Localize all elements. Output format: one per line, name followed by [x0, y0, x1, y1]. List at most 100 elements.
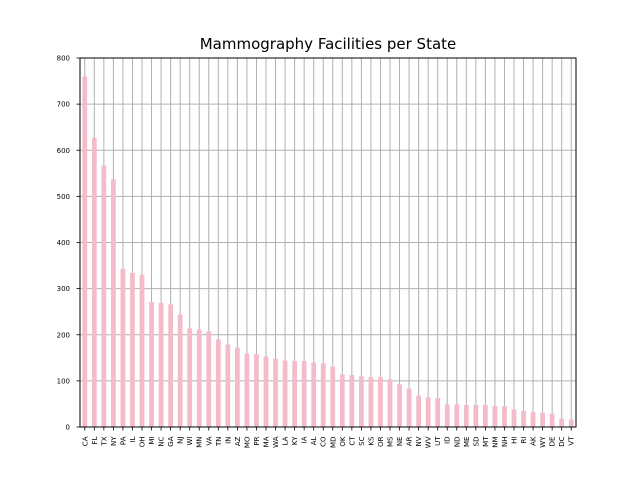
x-tick-label: HI: [511, 437, 519, 444]
x-tick-label: LA: [282, 436, 290, 445]
bar-ne: [397, 384, 402, 427]
ticks-layer: [76, 57, 572, 431]
bar-nm: [492, 405, 498, 427]
bar-nh: [502, 406, 507, 427]
x-tick-label: NV: [415, 436, 423, 446]
bar-tn: [215, 339, 221, 427]
x-tick-label: GA: [167, 436, 175, 446]
x-tick-label: MO: [243, 436, 251, 448]
bar-ny: [111, 179, 116, 427]
bar-ok: [339, 374, 345, 427]
x-tick-label: SD: [472, 437, 480, 447]
bar-vt: [568, 419, 574, 427]
x-tick-label: SC: [358, 436, 366, 445]
bar-ut: [435, 397, 441, 427]
bar-sc: [359, 376, 364, 427]
x-tick-label: MN: [196, 437, 204, 448]
x-tick-label: AL: [310, 436, 318, 445]
x-tick-label: CO: [320, 436, 328, 447]
bar-pa: [120, 268, 126, 427]
y-tick-label: 400: [57, 239, 70, 247]
x-tick-label: RI: [520, 437, 528, 444]
x-tick-label: MS: [387, 436, 395, 447]
x-tick-label: WA: [272, 436, 280, 448]
bar-ak: [530, 412, 536, 427]
bar-nj: [177, 314, 183, 427]
y-tick-label: 0: [66, 424, 70, 432]
grid-layer: [80, 57, 576, 428]
x-tick-label: UT: [434, 436, 442, 446]
x-tick-label: CA: [81, 436, 89, 446]
x-tick-label: WI: [186, 437, 194, 446]
bar-mo: [244, 353, 250, 427]
bar-va: [206, 331, 212, 427]
bar-tx: [101, 165, 107, 427]
x-tick-label: CT: [348, 436, 356, 446]
bar-nd: [454, 404, 460, 427]
bar-la: [282, 360, 288, 427]
x-tick-label: FL: [91, 436, 99, 444]
bar-mt: [483, 404, 488, 427]
x-tick-label: MI: [148, 437, 156, 445]
y-tick-label: 700: [57, 101, 70, 109]
x-tick-label: NC: [158, 436, 166, 446]
x-tick-label: ND: [453, 437, 461, 448]
bar-il: [130, 272, 135, 427]
bar-ky: [292, 361, 297, 427]
bar-wy: [540, 412, 545, 427]
x-tick-label: DC: [558, 436, 566, 446]
x-tick-label: TN: [215, 437, 223, 448]
x-tick-label: PR: [253, 436, 261, 445]
x-tick-label: NH: [501, 437, 509, 448]
x-tick-label: VA: [205, 436, 213, 445]
bar-ga: [168, 304, 173, 427]
bar-wv: [425, 397, 431, 427]
x-tick-label: TX: [100, 436, 108, 446]
y-tick-label: 200: [57, 331, 70, 339]
x-tick-label: NM: [491, 437, 499, 448]
bar-ar: [406, 388, 412, 427]
x-tick-label: ID: [444, 437, 452, 444]
bar-al: [311, 362, 317, 427]
bar-me: [463, 404, 469, 427]
x-tick-label: DE: [549, 437, 557, 447]
bars-layer: [82, 76, 574, 427]
x-tick-label: OH: [139, 437, 147, 448]
x-tick-label: IL: [129, 436, 137, 442]
chart-title: Mammography Facilities per State: [200, 35, 457, 53]
bar-pr: [254, 354, 259, 427]
y-tick-label: 300: [57, 285, 70, 293]
x-tick-label: NY: [110, 436, 118, 446]
x-tick-label: OK: [339, 436, 347, 447]
bar-fl: [91, 137, 97, 427]
x-tick-label: IN: [224, 437, 232, 444]
y-tick-label: 100: [57, 377, 70, 385]
bar-mi: [149, 302, 154, 427]
x-tick-label: IA: [301, 436, 309, 443]
x-tick-label: WY: [539, 436, 547, 448]
bar-ri: [521, 410, 526, 427]
bar-oh: [139, 274, 145, 427]
bar-in: [225, 344, 231, 427]
bar-ms: [387, 379, 393, 427]
bar-sd: [473, 404, 479, 427]
bar-mn: [196, 329, 202, 427]
bar-wi: [187, 328, 193, 427]
bar-id: [444, 404, 450, 427]
y-tick-label: 800: [57, 55, 70, 63]
bar-ct: [349, 374, 355, 427]
bar-ma: [263, 356, 269, 427]
bar-nv: [416, 395, 421, 427]
x-tick-label: MA: [263, 436, 271, 447]
y-tick-label: 600: [57, 147, 70, 155]
x-tick-label: WV: [425, 436, 433, 448]
x-tick-label: NE: [396, 437, 404, 447]
bar-ca: [82, 76, 88, 427]
bar-wa: [273, 358, 278, 427]
x-tick-label: AZ: [234, 436, 242, 446]
bar-dc: [559, 418, 565, 427]
x-tick-label: ME: [463, 437, 471, 447]
x-tick-label: NJ: [177, 437, 185, 444]
